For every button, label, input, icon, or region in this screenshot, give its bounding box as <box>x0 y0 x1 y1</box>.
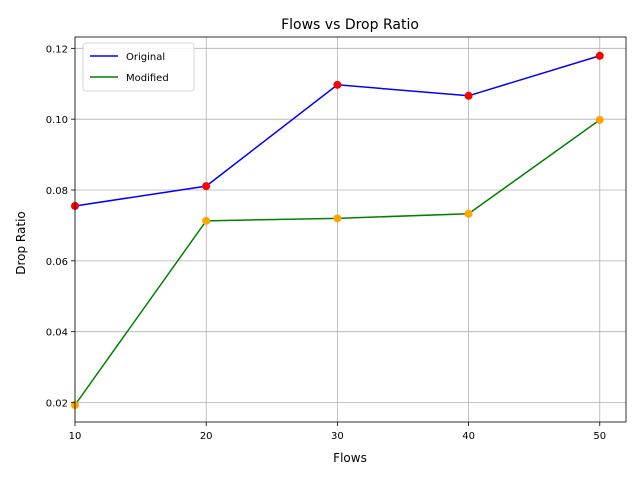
data-point-original <box>333 80 342 89</box>
grid <box>74 37 626 422</box>
x-tick-label: 10 <box>69 431 82 442</box>
x-tick-label: 20 <box>200 431 213 442</box>
y-tick-label: 0.04 <box>46 328 68 339</box>
x-axis-label: Flows <box>333 451 367 465</box>
y-tick-label: 0.08 <box>46 186 68 197</box>
y-axis-label: Drop Ratio <box>14 211 28 275</box>
y-tick-label: 0.10 <box>46 115 68 126</box>
legend-label-modified: Modified <box>126 73 169 84</box>
data-point-modified <box>202 216 211 225</box>
y-tick-label: 0.12 <box>46 44 68 55</box>
y-tick-label: 0.06 <box>46 257 68 268</box>
data-point-original <box>464 91 473 100</box>
data-point-original <box>595 51 604 60</box>
x-tick-label: 30 <box>331 431 344 442</box>
axes: 10 20 30 40 50 0.02 0.04 0.06 0.08 0.10 0.12 <box>46 36 627 442</box>
series-original <box>71 51 604 210</box>
x-tick-label: 40 <box>462 431 475 442</box>
plot-frame <box>74 36 627 423</box>
legend: Original Modified <box>82 42 195 92</box>
y-tick-label: 0.02 <box>46 399 68 410</box>
legend-box <box>82 42 195 92</box>
chart-title: Flows vs Drop Ratio <box>281 17 419 33</box>
x-tick-label: 50 <box>593 431 606 442</box>
data-point-modified <box>464 209 473 218</box>
legend-label-original: Original <box>126 52 165 63</box>
data-point-modified <box>333 214 342 223</box>
data-point-original <box>202 182 211 191</box>
data-point-modified <box>595 115 604 124</box>
